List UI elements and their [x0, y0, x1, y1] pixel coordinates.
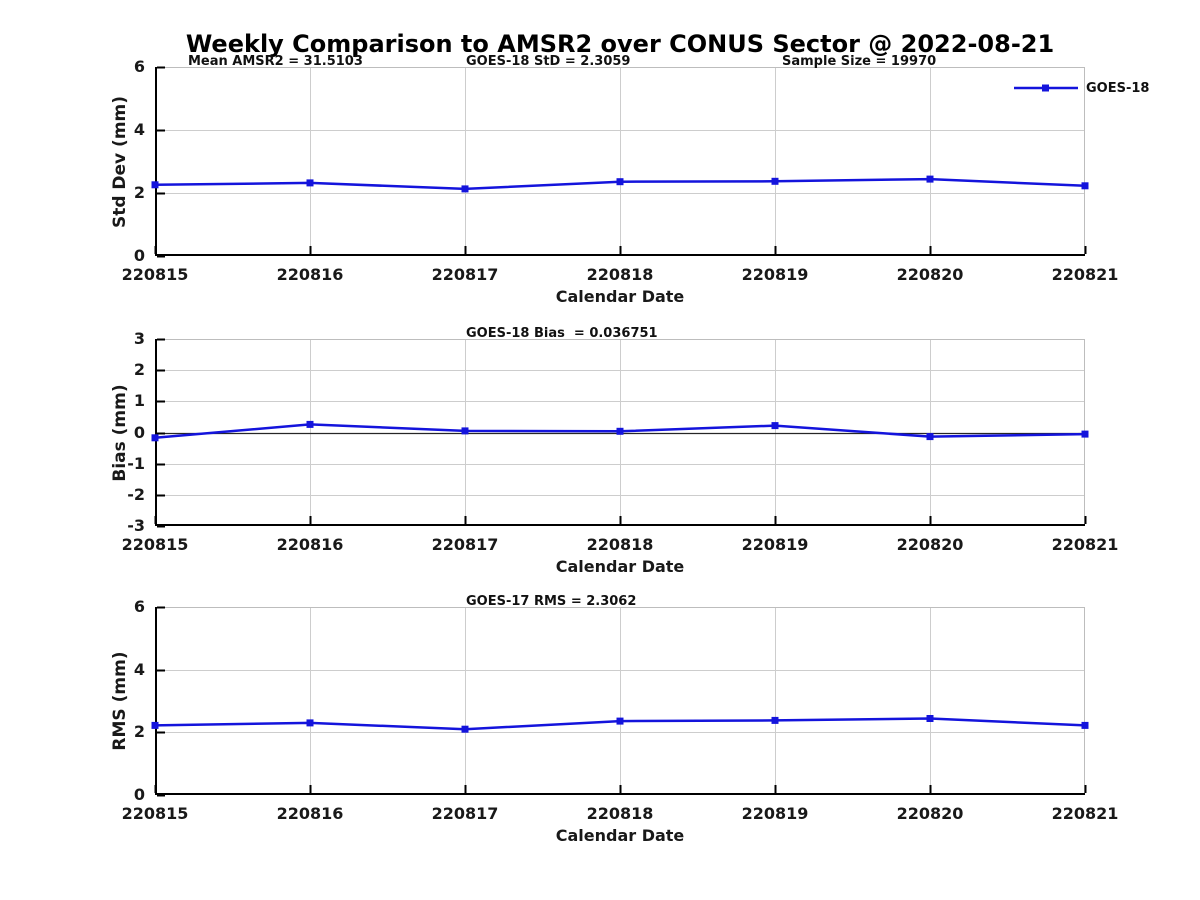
data-point-marker — [461, 185, 469, 193]
legend-line-icon — [1014, 84, 1078, 92]
data-markers — [151, 715, 1089, 733]
x-axis-label-rms: Calendar Date — [555, 826, 685, 845]
vertical-gridlines — [310, 607, 931, 795]
data-point-marker — [1081, 430, 1089, 438]
chart-title: Weekly Comparison to AMSR2 over CONUS Se… — [185, 30, 1055, 58]
x-axis-label-bias: Calendar Date — [555, 557, 685, 576]
y-tick-label: 0 — [133, 246, 145, 265]
x-axis-label-std-dev: Calendar Date — [555, 287, 685, 306]
data-point-marker — [306, 179, 314, 187]
y-tick-label: 6 — [133, 597, 145, 616]
x-tick-label: 220816 — [276, 535, 344, 554]
y-tick-label: 3 — [133, 329, 145, 348]
data-point-marker — [151, 434, 159, 442]
y-tick-label: 2 — [133, 183, 145, 202]
horizontal-gridlines — [155, 670, 1085, 733]
x-tick-label: 220820 — [896, 535, 964, 554]
x-tick-label: 220819 — [741, 535, 809, 554]
data-point-marker — [771, 716, 779, 724]
plot-area-bias — [151, 338, 1089, 528]
axes-frame — [155, 339, 1085, 526]
x-tick-label: 220817 — [431, 265, 499, 284]
annotation-std-dev-1: GOES-18 StD = 2.3059 — [466, 54, 631, 69]
x-tick-label: 220816 — [276, 804, 344, 823]
x-tick-label: 220821 — [1051, 265, 1119, 284]
tick-marks — [154, 338, 1087, 528]
data-markers — [151, 420, 1089, 442]
x-tick-label: 220818 — [586, 535, 654, 554]
data-point-marker — [926, 715, 934, 722]
y-tick-label: 2 — [133, 722, 145, 742]
x-tick-label: 220820 — [896, 804, 964, 823]
data-point-marker — [151, 181, 159, 189]
annotation-std-dev-2: Sample Size = 19970 — [782, 54, 937, 69]
y-tick-label: 2 — [133, 360, 145, 380]
data-point-marker — [461, 427, 469, 435]
data-point-marker — [151, 721, 159, 729]
data-point-marker — [926, 433, 934, 441]
x-tick-label: 220819 — [741, 804, 809, 823]
y-tick-label: -1 — [127, 453, 145, 473]
annotation-bias-0: GOES-18 Bias = 0.036751 — [466, 326, 658, 341]
annotation-std-dev-0: Mean AMSR2 = 31.5103 — [188, 54, 363, 69]
x-tick-label: 220818 — [586, 804, 654, 823]
y-tick-label: -2 — [127, 484, 145, 504]
data-point-marker — [616, 178, 624, 186]
vertical-gridlines — [310, 67, 931, 256]
axes-frame — [155, 67, 1085, 256]
y-axis-label-std-dev: Std Dev (mm) — [110, 95, 130, 228]
x-tick-label: 220815 — [121, 535, 189, 554]
horizontal-gridlines — [155, 130, 1085, 194]
plot-area-std-dev — [151, 66, 1089, 258]
legend: GOES-18 — [1013, 80, 1149, 96]
y-tick-label: 1 — [133, 391, 145, 411]
data-point-marker — [306, 420, 314, 428]
x-tick-label: 220820 — [896, 265, 964, 284]
data-markers — [151, 175, 1089, 193]
annotation-rms-0: GOES-17 RMS = 2.3062 — [466, 594, 637, 609]
data-point-marker — [616, 427, 624, 435]
data-point-marker — [306, 719, 314, 727]
data-point-marker — [926, 175, 934, 183]
data-point-marker — [616, 717, 624, 725]
data-point-marker — [771, 177, 779, 185]
legend-label: GOES-18 — [1086, 80, 1150, 96]
data-point-marker — [461, 725, 469, 733]
x-tick-label: 220819 — [741, 265, 809, 284]
axes-frame — [155, 607, 1085, 795]
y-tick-label: 4 — [133, 120, 145, 139]
x-tick-label: 220817 — [431, 535, 499, 554]
data-point-marker — [1081, 721, 1089, 729]
x-tick-label: 220821 — [1051, 535, 1119, 554]
x-tick-label: 220821 — [1051, 804, 1119, 823]
y-tick-label: -3 — [127, 516, 145, 535]
data-point-marker — [771, 422, 779, 430]
y-tick-label: 0 — [133, 785, 145, 804]
x-tick-label: 220816 — [276, 265, 344, 284]
x-tick-label: 220815 — [121, 265, 189, 284]
data-point-marker — [1081, 182, 1089, 190]
y-tick-label: 0 — [133, 422, 145, 442]
y-tick-label: 4 — [133, 659, 145, 679]
x-tick-label: 220815 — [121, 804, 189, 823]
plot-area-rms — [151, 606, 1089, 797]
x-tick-label: 220818 — [586, 265, 654, 284]
y-tick-label: 6 — [133, 57, 145, 76]
tick-marks — [154, 66, 1087, 258]
x-tick-label: 220817 — [431, 804, 499, 823]
tick-marks — [154, 606, 1087, 797]
